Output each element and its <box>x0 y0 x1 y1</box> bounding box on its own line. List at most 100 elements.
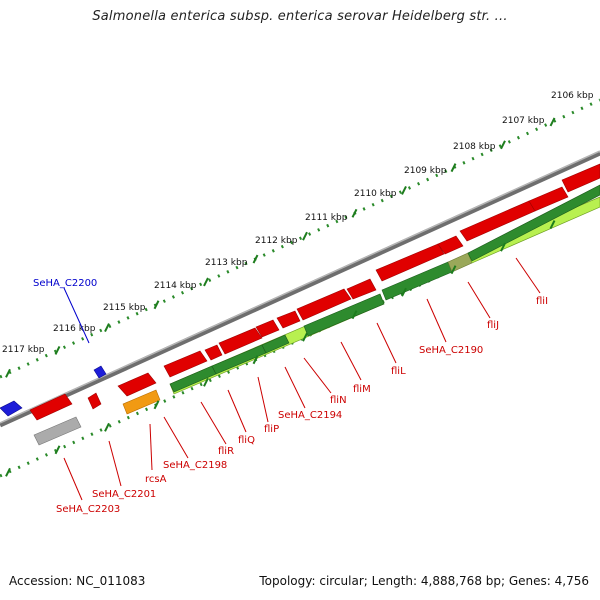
backbone-line <box>0 150 600 428</box>
scale-tick-1 <box>252 355 259 365</box>
tick-label-2108: 2108 kbp <box>453 142 496 152</box>
feature-green-4[interactable] <box>303 293 385 337</box>
gene-label-c2194[interactable]: SeHA_C2194 <box>278 410 342 421</box>
feature-flim[interactable] <box>296 288 352 321</box>
leader-c2194 <box>284 366 306 409</box>
leader-flin <box>303 357 332 394</box>
feature-rcsa-orange[interactable] <box>122 389 161 415</box>
gene-label-flii[interactable]: fliI <box>536 296 548 307</box>
scale-tick-1 <box>153 400 160 410</box>
scale-tick-0 <box>252 254 259 264</box>
gene-label-flin[interactable]: fliN <box>330 395 347 406</box>
genome-summary-text: Topology: circular; Length: 4,888,768 bp… <box>259 574 589 588</box>
leader-flij <box>467 281 491 319</box>
feature-c2201[interactable] <box>87 392 102 410</box>
scale-tick-0 <box>401 186 407 195</box>
tick-marks <box>5 117 556 477</box>
reverse-cds-track <box>0 365 107 417</box>
gene-label-flip[interactable]: fliP <box>264 424 279 435</box>
leader-c2190 <box>426 298 447 343</box>
feature-flip[interactable] <box>218 327 263 355</box>
outer-scale-line <box>0 98 600 379</box>
gene-label-c2190[interactable]: SeHA_C2190 <box>419 345 483 356</box>
scale-tick-1 <box>104 422 110 432</box>
gene-label-flij[interactable]: fliJ <box>487 320 499 331</box>
feature-green-2[interactable] <box>211 344 267 375</box>
scale-tick-0 <box>450 163 457 173</box>
leader-c2201 <box>108 440 122 487</box>
feature-olive[interactable] <box>447 252 473 273</box>
scale-tick-1 <box>302 332 308 342</box>
inner-track <box>33 184 600 446</box>
leader-c2198 <box>163 416 189 459</box>
feature-flig[interactable] <box>561 163 600 193</box>
tick-label-2115: 2115 kbp <box>103 303 146 313</box>
feature-green-3[interactable] <box>261 334 290 354</box>
gene-label-c2203[interactable]: SeHA_C2203 <box>56 504 120 515</box>
tick-label-2116: 2116 kbp <box>53 324 96 334</box>
gene-label-flim[interactable]: fliM <box>353 384 371 395</box>
feature-layer: 2106 kbp 2107 kbp 2108 kbp 2109 kbp 2110… <box>0 91 600 515</box>
tick-label-2109: 2109 kbp <box>404 166 447 176</box>
scale-tick-0 <box>549 117 556 127</box>
leader-fliq <box>227 389 247 433</box>
feature-c2202[interactable] <box>0 400 23 417</box>
tick-label-2110: 2110 kbp <box>354 189 397 199</box>
feature-green-6[interactable] <box>467 184 600 262</box>
feature-c2194[interactable] <box>255 319 280 338</box>
scale-tick-0 <box>153 300 160 310</box>
scale-tick-0 <box>54 346 61 355</box>
scale-tick-0 <box>302 231 308 241</box>
gene-label-rcsa[interactable]: rcsA <box>145 474 167 485</box>
leader-flii <box>515 257 541 294</box>
gene-label-fliq[interactable]: fliQ <box>238 435 255 446</box>
leader-rcsa <box>149 423 153 471</box>
feature-flil[interactable] <box>346 278 377 300</box>
feature-c2203-pseudo[interactable] <box>33 416 82 446</box>
feature-c2190[interactable] <box>375 243 445 282</box>
map-title: Salmonella enterica subsp. enterica sero… <box>92 9 508 24</box>
leader-flip <box>257 376 269 423</box>
leader-c2203 <box>63 457 83 501</box>
gene-label-flir[interactable]: fliR <box>218 446 234 457</box>
scale-tick-1 <box>401 287 407 297</box>
gene-label-flil[interactable]: fliL <box>391 366 406 377</box>
feature-sehacc2203[interactable] <box>29 393 73 421</box>
gene-label-c2201[interactable]: SeHA_C2201 <box>92 489 156 500</box>
tick-label-2111: 2111 kbp <box>305 213 348 223</box>
accession-text: Accession: NC_011083 <box>9 574 146 588</box>
tick-label-2106: 2106 kbp <box>551 91 594 101</box>
forward-cds-track <box>29 163 600 421</box>
scale-tick-0 <box>351 208 358 218</box>
feature-flih[interactable] <box>528 186 569 212</box>
leader-flim <box>340 341 362 381</box>
scale-tick-1 <box>5 467 11 477</box>
leader-flir <box>200 401 227 445</box>
gene-labels: fliI fliJ SeHA_C2190 fliL fliM fliN SeHA… <box>33 278 548 515</box>
scale-labels: 2106 kbp 2107 kbp 2108 kbp 2109 kbp 2110… <box>2 91 594 355</box>
feature-c2198-cds[interactable] <box>117 372 157 397</box>
scale-tick-0 <box>203 277 209 287</box>
scale-tick-1 <box>500 242 506 252</box>
gene-label-c2200[interactable]: SeHA_C2200 <box>33 278 97 289</box>
leader-flil <box>376 322 397 364</box>
tick-label-2107: 2107 kbp <box>502 116 545 126</box>
scale-tick-1 <box>54 445 61 455</box>
scale-tick-1 <box>203 377 209 387</box>
tick-label-2112: 2112 kbp <box>255 236 298 246</box>
feature-c2200[interactable] <box>93 365 107 379</box>
feature-fliq[interactable] <box>204 344 223 361</box>
feature-flij[interactable] <box>437 235 464 255</box>
tick-label-2117: 2117 kbp <box>2 345 45 355</box>
feature-flin[interactable] <box>276 310 301 329</box>
gene-label-c2198[interactable]: SeHA_C2198 <box>163 460 227 471</box>
scale-tick-1 <box>549 220 556 230</box>
tick-label-2113: 2113 kbp <box>205 258 248 268</box>
tick-label-2114: 2114 kbp <box>154 281 197 291</box>
feature-flir[interactable] <box>163 350 208 378</box>
scale-tick-0 <box>5 368 11 378</box>
scale-tick-0 <box>104 323 110 333</box>
scale-tick-1 <box>450 265 457 275</box>
